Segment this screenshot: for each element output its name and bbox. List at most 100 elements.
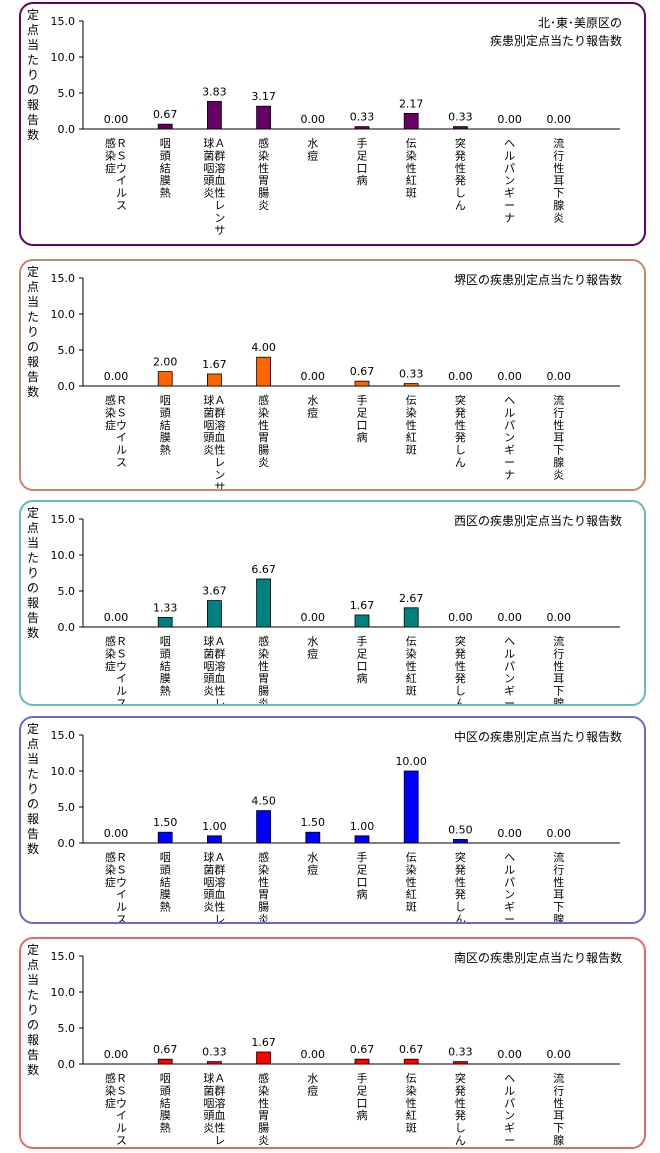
x-tick-label-char: ウ	[116, 419, 127, 432]
bar-chart: 0.05.010.015.00.00ＲＳウイルス感染症0.67咽頭結膜熱0.33…	[51, 950, 620, 1147]
x-tick-label-char: 水	[307, 394, 318, 407]
x-tick-label-char: ー	[504, 1134, 515, 1147]
y-axis-label-char: 定	[26, 943, 39, 957]
x-tick-label-char: 流	[553, 850, 564, 864]
data-label: 2.00	[153, 356, 178, 369]
bar-chart: 0.05.010.015.00.00ＲＳウイルス感染症1.33咽頭結膜熱3.67…	[51, 513, 620, 704]
bar	[256, 356, 272, 387]
x-tick-label-char: ス	[116, 913, 127, 922]
y-axis-label-char: た	[26, 53, 39, 67]
x-tick-label-char: 菌	[203, 1084, 214, 1097]
x-tick-label-char: Ｓ	[116, 1084, 127, 1097]
x-tick-label-char: ン	[214, 1146, 225, 1147]
x-tick-label-char: 熱	[160, 1122, 171, 1135]
y-axis-label-char: た	[26, 551, 39, 565]
y-axis-label-char: 点	[26, 521, 39, 535]
data-label: 0.67	[153, 108, 178, 121]
x-tick-label-char: 感	[258, 635, 269, 648]
x-tick-label-char: 感	[258, 1072, 269, 1085]
x-tick-label-char: 水	[307, 1072, 318, 1085]
x-tick-label-char: 頭	[203, 672, 214, 685]
x-tick-label-char: 病	[357, 1108, 368, 1122]
x-tick-label-char: 病	[357, 430, 368, 444]
x-tick-label-char: Ａ	[214, 137, 225, 150]
x-tick-label-char: 胃	[258, 431, 269, 444]
y-axis-label-char: 当	[26, 295, 39, 309]
x-tick-label-char: 性	[406, 418, 417, 432]
x-tick-label-char: 伝	[406, 1072, 417, 1085]
x-tick-label-char: 発	[455, 148, 466, 162]
x-tick-label-char: 性	[214, 900, 225, 914]
data-label: 0.33	[399, 368, 424, 381]
x-tick-label-char: 球	[203, 850, 214, 864]
x-tick-label-char: 行	[553, 1084, 564, 1097]
data-label: 0.33	[448, 111, 473, 124]
x-tick-label-char: 性	[553, 659, 564, 673]
x-tick-label-char: ン	[214, 468, 225, 481]
chart-title: 南区の疾患別定点当たり報告数	[453, 951, 622, 965]
bar	[256, 578, 272, 628]
x-tick-label-char: 性	[258, 161, 269, 175]
x-tick-label-char: 症	[105, 659, 116, 673]
y-tick-label: 0.0	[58, 621, 76, 634]
x-tick-label-char: ヘ	[504, 137, 515, 150]
x-tick-label-char: 結	[160, 161, 171, 175]
x-tick-label-char: 斑	[406, 187, 417, 200]
y-axis-label-char: 報	[26, 1033, 39, 1047]
bar	[206, 835, 222, 844]
x-tick-label-char: ウ	[116, 876, 127, 889]
x-tick-label-char: ナ	[504, 468, 515, 481]
data-label: 0.00	[104, 370, 129, 383]
x-tick-label-char: 球	[203, 136, 214, 150]
x-tick-label-char: 染	[406, 1083, 417, 1097]
x-tick-label-char: 咽	[160, 137, 171, 150]
data-label: 0.00	[104, 113, 129, 126]
x-tick-label-char: 菌	[203, 647, 214, 660]
y-tick-label: 10.0	[51, 986, 76, 999]
y-axis-label-char: り	[26, 566, 39, 580]
y-axis-label-char: の	[26, 1018, 39, 1032]
y-axis-label-char: の	[26, 83, 39, 97]
x-tick-label-char: ル	[116, 444, 127, 457]
x-tick-label-char: イ	[116, 672, 127, 685]
x-tick-label-char: レ	[214, 913, 225, 922]
chart-panel-sakai: 定点当たりの報告数 堺区の疾患別定点当たり報告数 0.0 5.0 10.0 15.0 0.0…	[19, 259, 646, 491]
y-axis-label-char: 定	[26, 722, 39, 736]
data-label: 6.67	[251, 563, 276, 576]
bar	[403, 770, 419, 844]
x-tick-label-char: 染	[105, 862, 116, 876]
y-tick-label: 10.0	[51, 308, 76, 321]
x-tick-label-char: 痘	[307, 405, 318, 419]
data-label: 0.00	[547, 827, 572, 840]
x-tick-label-char: 症	[105, 418, 116, 432]
x-tick-label-char: し	[455, 901, 466, 914]
x-tick-label-char: 菌	[203, 406, 214, 419]
x-tick-label-char: 膜	[160, 1109, 171, 1122]
x-tick-label-char: ン	[504, 1109, 515, 1122]
x-tick-label-char: 発	[455, 887, 466, 901]
x-tick-label-char: ル	[116, 1122, 127, 1135]
x-tick-label-char: 足	[357, 863, 368, 876]
x-tick-label-char: 炎	[258, 697, 269, 704]
x-tick-label-char: イ	[116, 174, 127, 187]
x-tick-label-char: 胃	[258, 888, 269, 901]
x-tick-label-char: イ	[116, 431, 127, 444]
y-axis-label-char: 報	[26, 98, 39, 112]
data-label: 0.67	[399, 1043, 424, 1056]
y-tick-label: 10.0	[51, 765, 76, 778]
x-tick-label-char: ヘ	[504, 635, 515, 648]
x-tick-label-char: 群	[214, 646, 225, 660]
y-tick-label: 5.0	[58, 344, 76, 357]
x-tick-label-char: Ｒ	[116, 137, 127, 150]
x-tick-label-char: 性	[455, 161, 466, 175]
bar	[206, 101, 222, 130]
data-label: 3.83	[202, 85, 227, 98]
x-tick-label-char: ん	[455, 199, 466, 212]
x-tick-label-char: ル	[504, 863, 515, 876]
x-tick-label-char: ギ	[504, 901, 515, 914]
data-label: 0.50	[448, 823, 473, 836]
y-axis-label-char: 当	[26, 752, 39, 766]
x-tick-label-char: 痘	[307, 1083, 318, 1097]
x-tick-label-char: 発	[455, 430, 466, 444]
x-tick-label-char: 熱	[160, 685, 171, 698]
